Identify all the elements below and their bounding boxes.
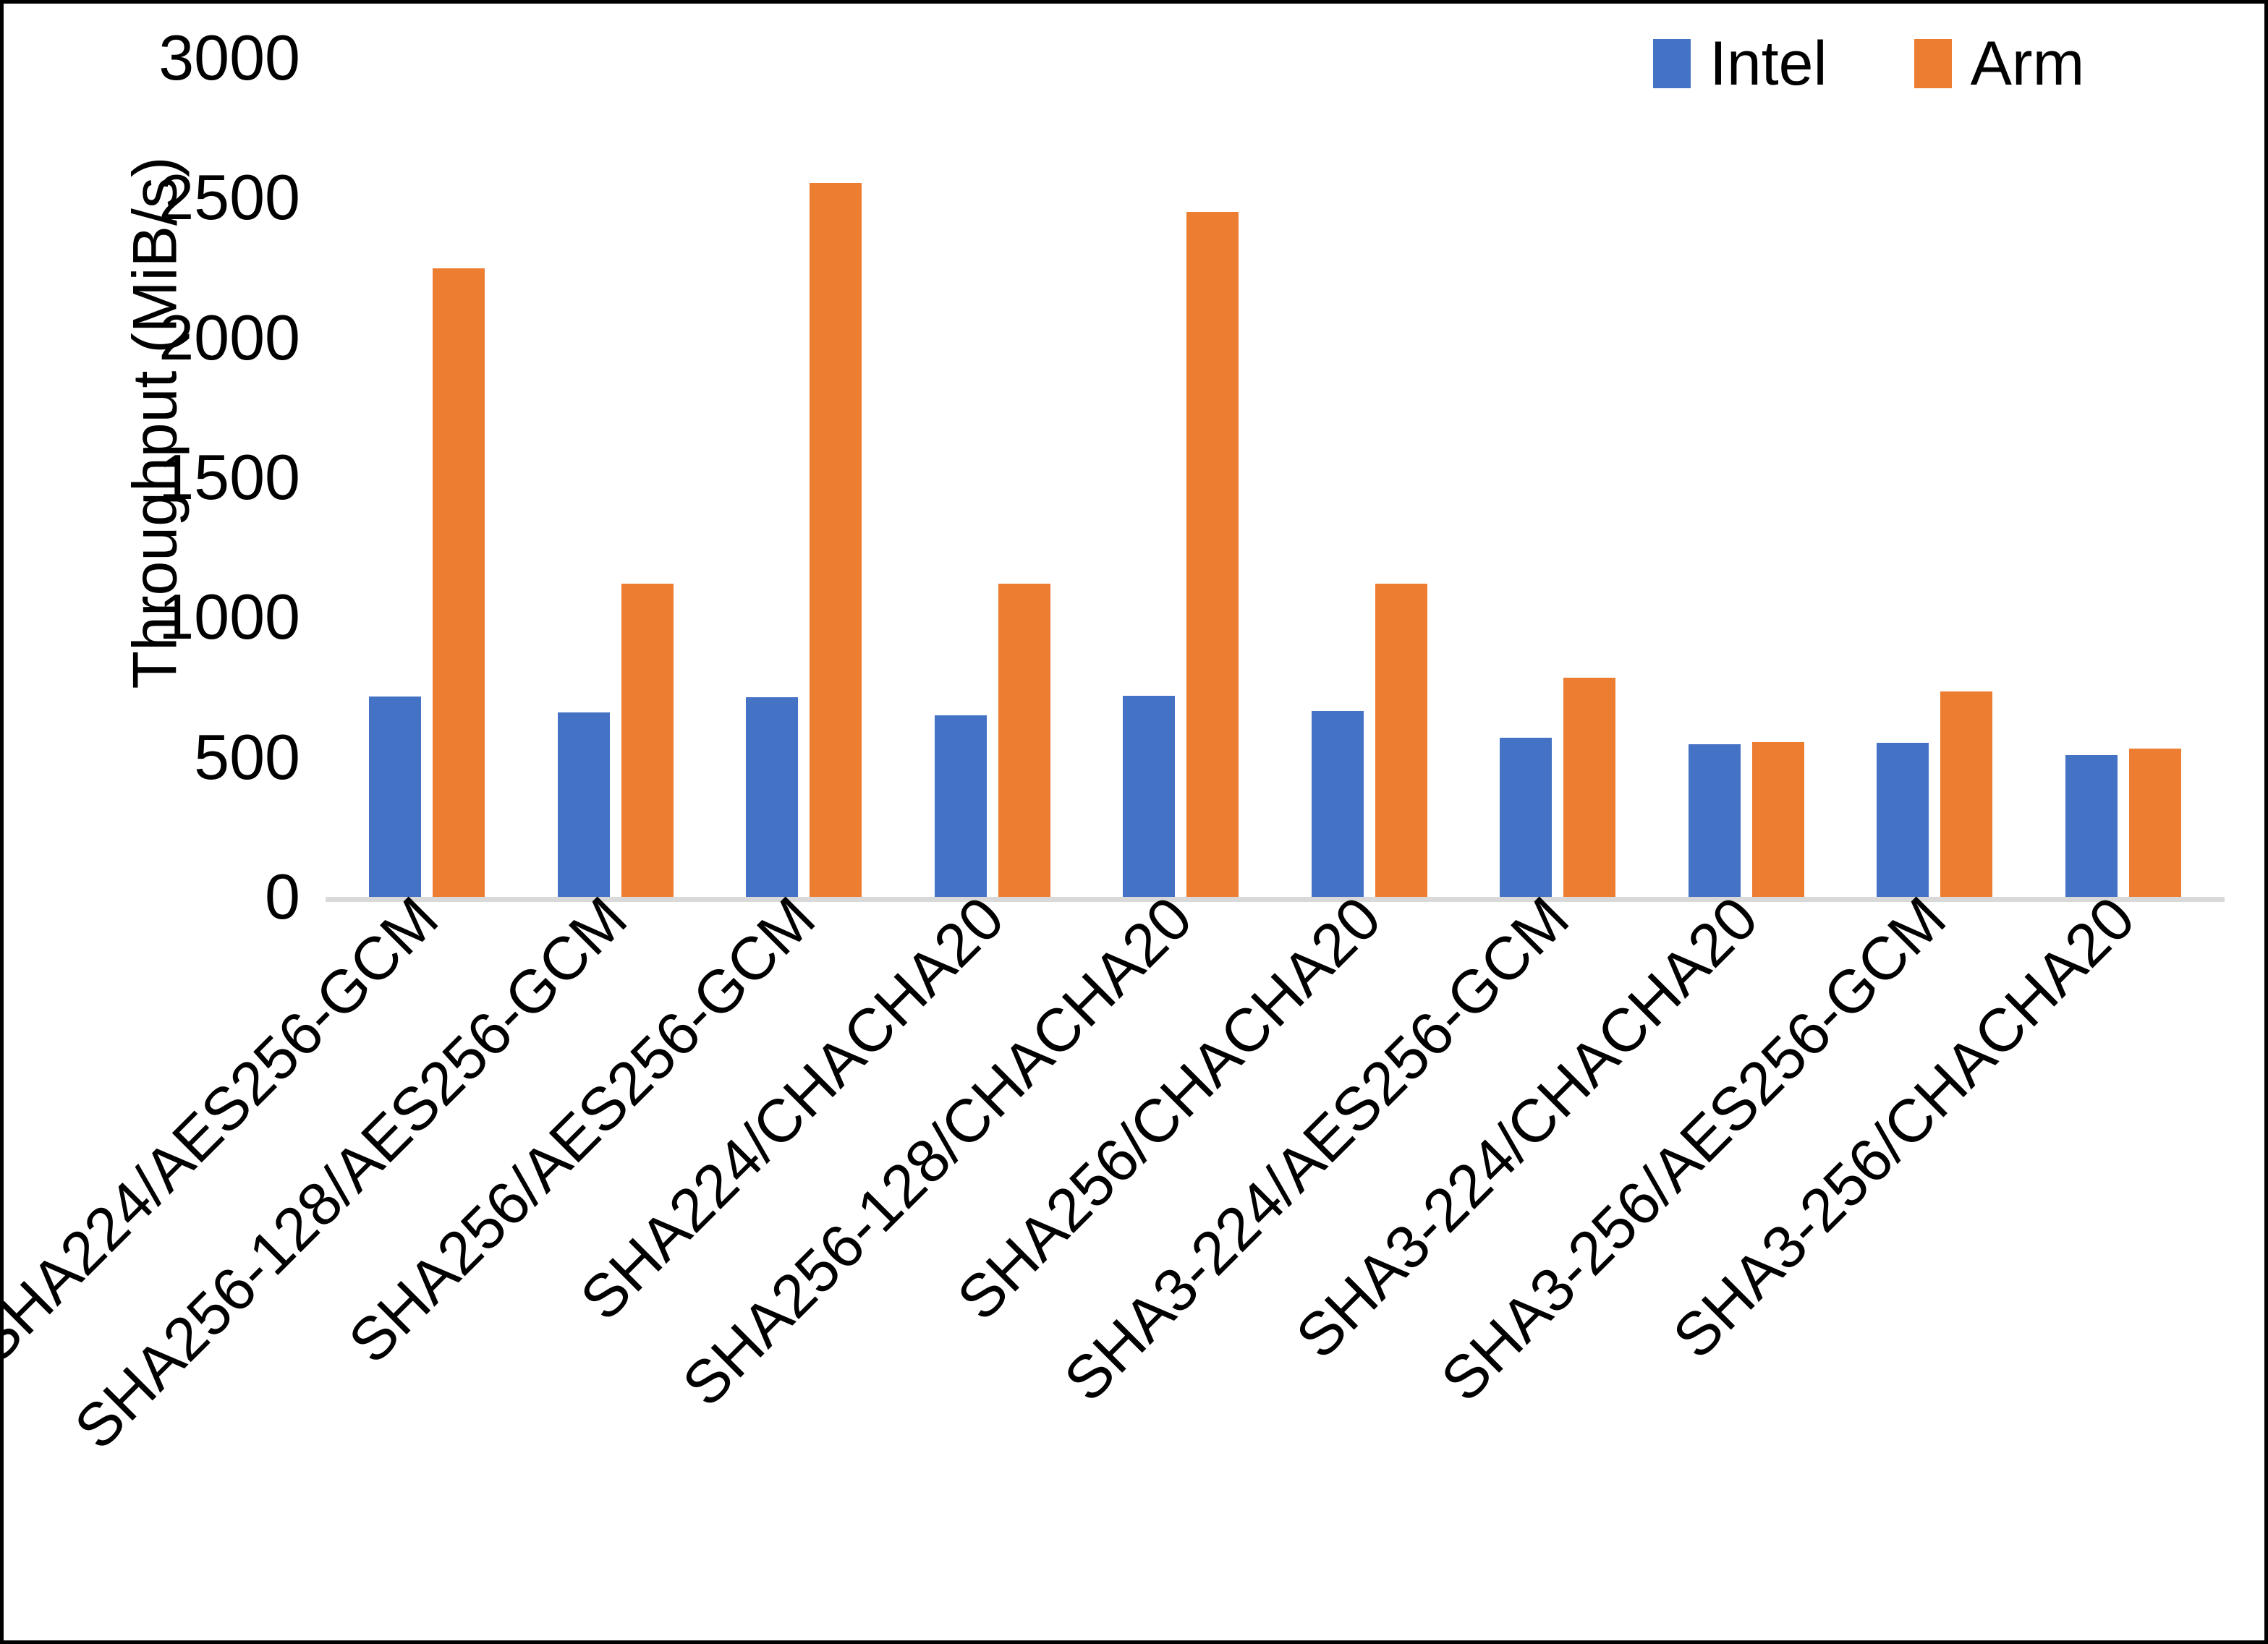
- bar-group: [1275, 58, 1464, 897]
- bar-intel[interactable]: [1500, 738, 1553, 897]
- bar-arm[interactable]: [1563, 677, 1616, 897]
- y-axis-tick-labels: 3000 2500 2000 1500 1000 500 0: [112, 4, 300, 951]
- bar-intel[interactable]: [1123, 696, 1176, 897]
- bar-arm[interactable]: [998, 583, 1050, 897]
- legend-label-arm: Arm: [1970, 29, 2085, 98]
- y-axis-tick-500: 500: [194, 720, 300, 793]
- bar-arm[interactable]: [1940, 691, 1993, 897]
- bar-arm[interactable]: [2128, 749, 2181, 897]
- y-axis-tick-1000: 1000: [158, 581, 300, 653]
- chart-legend: Intel Arm: [1653, 33, 2084, 95]
- bar-group: [1464, 58, 1652, 897]
- bar-group: [899, 58, 1087, 897]
- y-axis-tick-3000: 3000: [158, 22, 300, 93]
- bar-intel[interactable]: [557, 712, 610, 897]
- bar-intel[interactable]: [1688, 744, 1741, 897]
- bar-intel[interactable]: [1311, 710, 1364, 897]
- bar-intel[interactable]: [746, 697, 799, 897]
- bar-group: [522, 58, 710, 897]
- legend-swatch-intel-icon: [1653, 39, 1691, 88]
- y-axis-tick-1500: 1500: [158, 441, 300, 513]
- bar-intel[interactable]: [369, 697, 422, 897]
- legend-label-intel: Intel: [1710, 29, 1827, 98]
- y-axis-tick-0: 0: [265, 861, 300, 932]
- y-axis-tick-2500: 2500: [158, 161, 300, 234]
- bar-arm[interactable]: [1375, 583, 1427, 897]
- bar-group: [333, 58, 522, 897]
- y-axis-tick-2000: 2000: [158, 301, 300, 373]
- bar-arm[interactable]: [1186, 212, 1239, 897]
- bar-arm[interactable]: [433, 268, 485, 897]
- bar-group: [1652, 58, 1841, 897]
- bar-intel[interactable]: [934, 715, 987, 897]
- bar-intel[interactable]: [2065, 754, 2118, 897]
- bar-arm[interactable]: [810, 183, 862, 897]
- x-axis-baseline: [326, 897, 2225, 902]
- bar-groups: [333, 58, 2217, 897]
- bar-group: [710, 58, 899, 897]
- bar-intel[interactable]: [1877, 742, 1929, 897]
- legend-item-arm[interactable]: Arm: [1914, 29, 2085, 98]
- x-axis-category-labels: SHA224/AES256-GCM SHA256-128/AES256-GCM SH…: [4, 884, 2217, 1559]
- legend-item-intel[interactable]: Intel: [1653, 33, 1827, 95]
- bar-group: [1087, 58, 1275, 897]
- legend-swatch-arm-icon: [1914, 39, 1952, 88]
- bar-group: [1840, 58, 2029, 897]
- plot-area: [326, 58, 2225, 902]
- bar-arm[interactable]: [621, 583, 674, 897]
- bar-arm[interactable]: [1751, 742, 1804, 897]
- bar-group: [2029, 58, 2218, 897]
